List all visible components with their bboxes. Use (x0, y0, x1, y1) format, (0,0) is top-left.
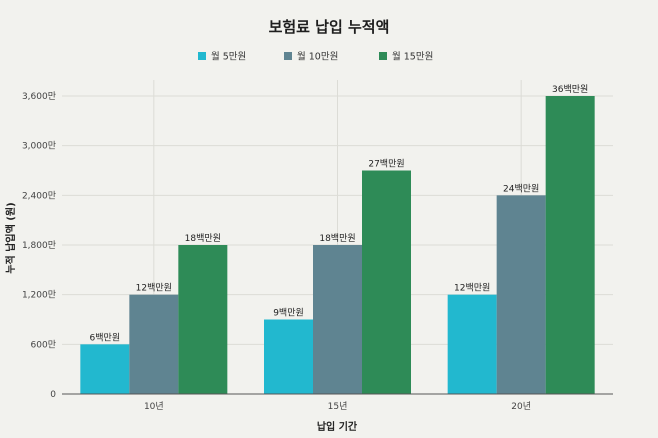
chart-title: 보험료 납입 누적액 (269, 18, 390, 36)
bar-data-label: 24백만원 (503, 183, 539, 194)
bar-data-label: 18백만원 (319, 233, 355, 244)
legend-swatch (284, 52, 292, 60)
y-tick-label: 2,400만 (22, 190, 56, 201)
bar-data-label: 27백만원 (368, 159, 404, 170)
bar-data-label: 18백만원 (185, 233, 221, 244)
y-tick-label: 1,200만 (22, 290, 56, 301)
bar (129, 294, 179, 394)
legend: 월 5만원 월 10만원 월 15만원 (198, 51, 433, 63)
x-axis-title: 납입 기간 (317, 420, 358, 433)
bar (264, 319, 313, 394)
bar (545, 96, 595, 394)
x-axis-ticks: 10년 15년 20년 (144, 401, 531, 412)
y-tick-label: 3,600만 (22, 91, 56, 102)
y-tick-label: 0 (50, 390, 56, 400)
x-tick-label: 20년 (511, 401, 531, 412)
x-tick-label: 10년 (144, 401, 164, 412)
y-axis-ticks: 0 600만 1,200만 1,800만 2,400만 3,000만 3,600만 (22, 91, 56, 400)
x-tick-label: 15년 (328, 401, 348, 412)
bar-data-label: 6백만원 (90, 332, 121, 343)
bar-data-label: 9백만원 (273, 308, 304, 319)
bar-labels: 6백만원 12백만원 18백만원 9백만원 18백만원 27백만원 12백만원 24백만원 36… (90, 84, 589, 343)
y-tick-label: 3,000만 (22, 141, 56, 152)
legend-swatch (198, 52, 206, 60)
bar (178, 245, 228, 394)
legend-label: 월 10만원 (297, 51, 338, 63)
bar-data-label: 12백만원 (136, 283, 172, 294)
y-axis-title: 누적 납입액 (원) (4, 202, 17, 273)
bar (362, 170, 411, 394)
bar (313, 245, 362, 394)
bar (447, 294, 497, 394)
bar (80, 344, 130, 394)
y-tick-label: 1,800만 (22, 240, 56, 251)
bar (496, 195, 546, 394)
legend-label: 월 5만원 (211, 51, 246, 63)
bars (80, 96, 595, 394)
legend-swatch (379, 52, 387, 60)
legend-label: 월 15만원 (392, 51, 433, 63)
y-tick-label: 600만 (31, 339, 56, 350)
bar-data-label: 12백만원 (454, 283, 490, 294)
bar-data-label: 36백만원 (552, 84, 588, 95)
